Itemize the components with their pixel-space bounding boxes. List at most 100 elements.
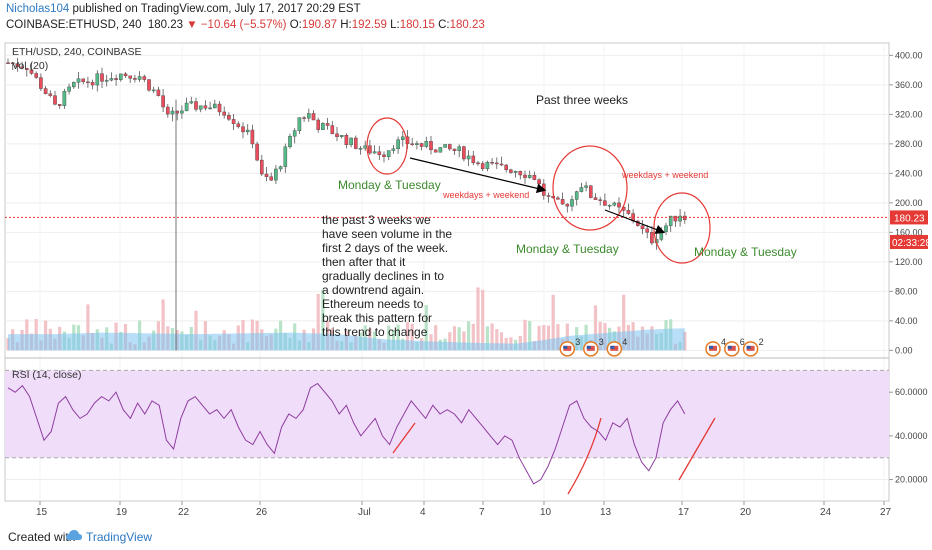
close-value: 180.23	[449, 19, 485, 31]
volume-bar	[434, 325, 438, 351]
volume-bar	[546, 325, 551, 351]
candle-body	[241, 126, 245, 133]
event-flag-icon[interactable]: 4	[606, 337, 627, 357]
volume-bar	[593, 305, 598, 351]
annotation-weekdays-2: weekdays + weekend	[621, 170, 708, 180]
candle-body	[288, 135, 292, 148]
event-flag-icon[interactable]: 3	[583, 337, 604, 357]
price-tag-text: 180.23	[894, 213, 925, 224]
volume-bar	[452, 326, 457, 351]
candle-body	[546, 195, 551, 197]
candle-body	[151, 89, 156, 92]
rsi-legend: RSI (14, close)	[12, 369, 81, 381]
candle-body	[579, 187, 584, 192]
candle-body	[29, 69, 34, 74]
candle-body	[283, 146, 288, 167]
event-flag-icon[interactable]: 6	[724, 337, 745, 357]
candle-body	[81, 78, 85, 83]
price-legend: ETH/USD, 240, COINBASE	[12, 46, 142, 58]
event-icons[interactable]: 3 3 4 4 6 2	[559, 337, 764, 357]
time-tick-label: 26	[256, 507, 268, 518]
candle-body	[607, 204, 612, 207]
volume-bar	[523, 319, 527, 351]
candle-body	[198, 105, 203, 110]
candle-body	[603, 200, 607, 206]
author-link[interactable]: Nicholas104	[6, 3, 70, 15]
candle-body	[109, 78, 114, 81]
volume-bar	[467, 321, 471, 351]
time-axis[interactable]: 15 19 22 26 Jul 4 7 10 13 17 20 24 27	[36, 501, 892, 518]
volume-legend: Vol (20)	[12, 60, 48, 72]
candle-body	[532, 174, 537, 180]
event-flag-icon[interactable]: 4	[705, 337, 726, 357]
candle-body	[180, 110, 184, 114]
candle-body	[565, 203, 570, 207]
event-count: 4	[721, 337, 726, 347]
candle-body	[490, 161, 494, 164]
volume-bar	[448, 332, 452, 351]
event-flag-icon[interactable]: 2	[742, 337, 764, 357]
candle-body	[227, 115, 231, 120]
low-value: 180.15	[399, 19, 435, 31]
candle-body	[255, 143, 259, 161]
candle-body	[419, 143, 424, 147]
volume-bar	[551, 294, 555, 351]
candle-body	[433, 149, 438, 153]
event-flag-icon[interactable]: 3	[559, 337, 580, 357]
note-line: break this pattern for	[322, 311, 432, 325]
rsi-line	[7, 382, 686, 485]
candle-body	[584, 185, 588, 188]
candle-body	[10, 62, 15, 65]
candle-body	[485, 161, 490, 169]
candle-body	[123, 73, 128, 77]
candle-body	[518, 171, 523, 176]
rsi-trendline-3	[678, 417, 716, 481]
time-tick-label: 17	[678, 507, 690, 518]
volume-bar	[537, 326, 541, 351]
time-tick-label: 24	[820, 507, 832, 518]
candle-body	[43, 88, 48, 94]
candle-body	[147, 79, 151, 91]
candle-body	[556, 197, 560, 200]
candle-body	[161, 95, 165, 108]
candle-body	[330, 125, 335, 135]
candle-body	[222, 111, 227, 116]
candle-body	[67, 86, 71, 92]
candle-body	[71, 82, 76, 88]
price-tag: 180.23 02:33:28	[890, 210, 931, 249]
candle-body	[410, 143, 415, 145]
note-line: Ethereum needs to	[322, 297, 424, 311]
candle-body	[118, 73, 123, 80]
candle-body	[250, 129, 255, 145]
last-price: 180.23	[147, 19, 184, 31]
note-line: gradually declines in to	[322, 269, 444, 283]
candle-body	[462, 146, 466, 160]
low-label: L:	[390, 19, 400, 31]
volume-bar	[499, 332, 504, 351]
volume-bar	[194, 310, 198, 351]
candle-body	[499, 163, 504, 166]
event-count: 6	[740, 337, 745, 347]
volume-bar	[683, 331, 687, 351]
rsi-axis[interactable]: 60.0000 40.0000 20.0000	[889, 387, 928, 485]
candle-body	[495, 162, 499, 165]
time-tick-label: 7	[479, 507, 485, 518]
volume-bar	[462, 331, 466, 351]
price-tick-label: 400.00	[895, 50, 923, 60]
candle-body	[302, 117, 306, 119]
price-axis[interactable]: 400.00 360.00 320.00 280.00 240.00 200.00 160.…	[889, 50, 923, 355]
tradingview-link[interactable]: TradingView	[86, 530, 153, 544]
candle-body	[368, 145, 372, 154]
candle-body	[527, 174, 532, 178]
candle-body	[20, 66, 24, 69]
time-tick-label: 19	[116, 507, 128, 518]
candle-body	[377, 151, 382, 156]
candle-body	[203, 105, 208, 109]
annotation-past-weeks: Past three weeks	[536, 93, 628, 107]
candle-body	[307, 113, 311, 119]
note-line: first 2 days of the week.	[322, 241, 448, 255]
rsi-tick-label: 20.0000	[895, 475, 928, 485]
candle-body	[424, 141, 429, 147]
candle-body	[537, 179, 541, 185]
